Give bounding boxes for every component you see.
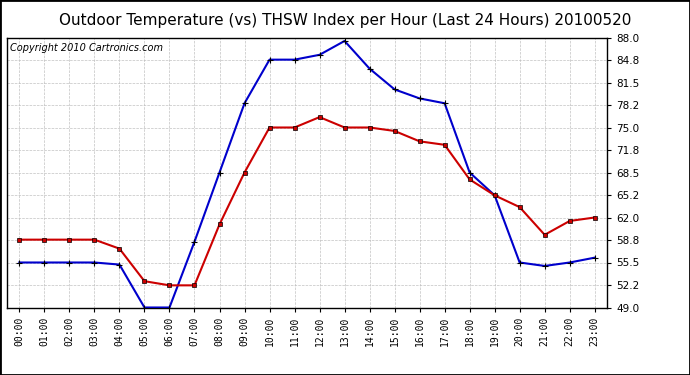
Text: Outdoor Temperature (vs) THSW Index per Hour (Last 24 Hours) 20100520: Outdoor Temperature (vs) THSW Index per … bbox=[59, 13, 631, 28]
Text: Copyright 2010 Cartronics.com: Copyright 2010 Cartronics.com bbox=[10, 43, 163, 53]
